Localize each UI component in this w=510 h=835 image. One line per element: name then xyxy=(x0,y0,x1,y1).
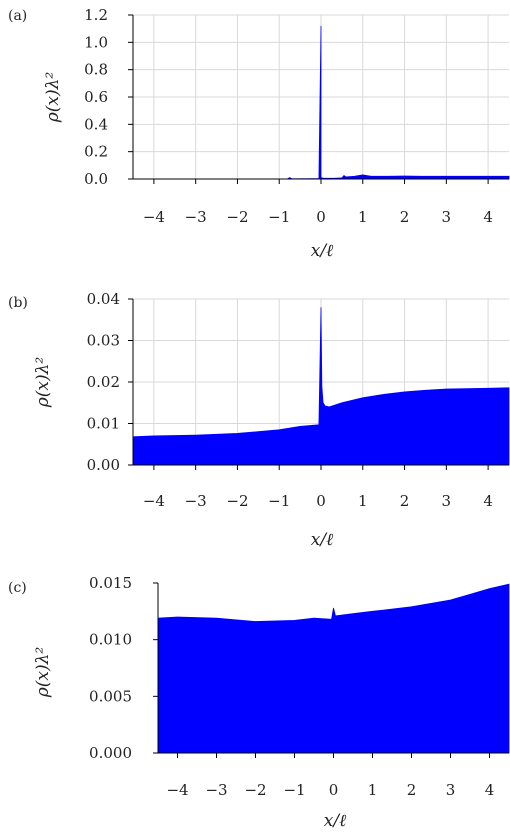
x-tick-label: −4 xyxy=(143,492,165,510)
panel-b: (b) x/ℓ ρ(x)λ² −4 −3 −2 −1 0 1 2 3 4 0.00 0.01 0.02… xyxy=(8,290,510,550)
x-tick-label: −2 xyxy=(226,208,248,226)
x-tick-label: −3 xyxy=(185,492,207,510)
x-tick-label: −2 xyxy=(244,781,266,799)
x-tick-label: 0 xyxy=(329,781,339,799)
y-tick-label: 0.000 xyxy=(89,744,132,762)
x-tick-label: −1 xyxy=(268,492,290,510)
panel-c: (c) x/ℓ ρ(x)λ² −4 −3 −2 −1 0 1 2 3 4 0.000 0.005 0.… xyxy=(8,574,510,831)
x-tick-label: 2 xyxy=(400,208,410,226)
x-tick-label: −4 xyxy=(166,781,188,799)
x-axis-label: x/ℓ xyxy=(311,530,333,550)
x-tick-label: −1 xyxy=(283,781,305,799)
y-tick-label: 1.2 xyxy=(84,6,108,24)
y-tick-label: 1.0 xyxy=(84,33,108,51)
x-tick-label: −3 xyxy=(185,208,207,226)
x-tick-label: 1 xyxy=(368,781,378,799)
y-axis-label: ρ(x)λ² xyxy=(33,357,53,409)
x-tick-label: 0 xyxy=(316,208,326,226)
y-tick-label: 0.0 xyxy=(84,170,108,188)
x-axis-label: x/ℓ xyxy=(311,241,333,261)
x-tick-label: 1 xyxy=(358,208,368,226)
y-tick-label: 0.015 xyxy=(89,574,132,592)
x-tick-label: 1 xyxy=(358,492,368,510)
x-tick-label: 2 xyxy=(407,781,417,799)
y-tick-label: 0.01 xyxy=(87,415,120,433)
y-tick-label: 0.2 xyxy=(84,143,108,161)
density-series-area xyxy=(157,583,510,754)
x-tick-label: −2 xyxy=(226,492,248,510)
panel-label: (c) xyxy=(8,580,27,596)
y-tick-label: 0.03 xyxy=(87,332,120,350)
x-tick-label: −4 xyxy=(143,208,165,226)
x-tick-label: 0 xyxy=(316,492,326,510)
x-tick-label: 3 xyxy=(446,781,456,799)
y-axis-label: ρ(x)λ² xyxy=(33,647,53,699)
x-tick-label: 2 xyxy=(400,492,410,510)
y-tick-label: 0.010 xyxy=(89,631,132,649)
x-tick-label: −3 xyxy=(205,781,227,799)
x-tick-label: 3 xyxy=(442,492,452,510)
y-tick-label: 0.005 xyxy=(89,687,132,705)
y-tick-label: 0.8 xyxy=(84,61,108,79)
x-tick-label: −1 xyxy=(268,208,290,226)
y-tick-label: 0.6 xyxy=(84,88,108,106)
y-axis-label: ρ(x)λ² xyxy=(43,72,63,124)
y-tick-label: 0.4 xyxy=(84,115,108,133)
x-tick-label: 4 xyxy=(485,781,495,799)
panel-label: (a) xyxy=(8,8,27,24)
panel-a: (a) x/ℓ ρ(x)λ² −4 −3 −2 −1 0 1 2 3 4 0.0 0.2 0.4 0.6… xyxy=(8,6,510,261)
y-tick-label: 0.02 xyxy=(87,373,120,391)
panel-label: (b) xyxy=(8,295,28,311)
y-tick-label: 0.00 xyxy=(87,456,120,474)
x-tick-label: 3 xyxy=(442,208,452,226)
x-tick-label: 4 xyxy=(483,208,493,226)
x-tick-label: 4 xyxy=(483,492,493,510)
density-series-area xyxy=(132,307,510,466)
density-series-area xyxy=(133,25,510,180)
y-tick-label: 0.04 xyxy=(87,290,120,308)
x-axis-label: x/ℓ xyxy=(324,811,346,831)
